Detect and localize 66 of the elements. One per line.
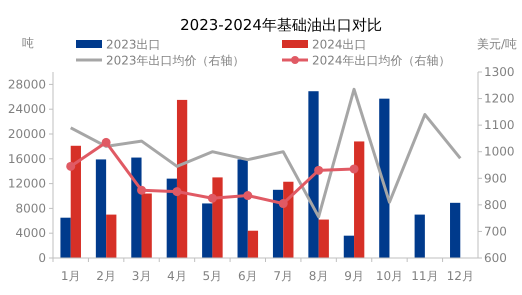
y-tick-label: 24000 bbox=[8, 102, 46, 116]
bar bbox=[202, 203, 212, 258]
y2-tick-label: 1100 bbox=[484, 118, 515, 132]
bar bbox=[131, 158, 142, 258]
point bbox=[208, 194, 217, 203]
y2-tick-label: 600 bbox=[484, 251, 507, 265]
x-tick-label: 9月 bbox=[344, 269, 364, 283]
point bbox=[243, 191, 252, 200]
bar bbox=[96, 159, 106, 258]
y-tick-label: 20000 bbox=[8, 127, 46, 141]
x-tick-label: 8月 bbox=[308, 269, 328, 283]
point bbox=[278, 199, 288, 208]
point bbox=[172, 187, 182, 196]
bar bbox=[176, 100, 188, 258]
line-series bbox=[69, 88, 462, 218]
x-tick-label: 4月 bbox=[167, 269, 187, 283]
y-tick-label: 0 bbox=[38, 251, 46, 265]
y-tick-label: 28000 bbox=[8, 77, 46, 92]
y-tick-label: 12000 bbox=[8, 176, 46, 191]
bar bbox=[379, 98, 390, 258]
x-tick-label: 2月 bbox=[96, 269, 116, 283]
x-tick-label: 11月 bbox=[411, 269, 439, 283]
bar bbox=[272, 190, 284, 258]
y-axis-title: 吨 bbox=[22, 36, 34, 50]
legend-label: 2023出口 bbox=[106, 38, 161, 52]
y-tick-label: 16000 bbox=[8, 152, 46, 166]
bar bbox=[142, 194, 152, 258]
point bbox=[66, 162, 76, 171]
x-tick-label: 12月 bbox=[446, 269, 474, 283]
x-tick-label: 10月 bbox=[376, 269, 404, 283]
y2-axis-title: 美元/吨 bbox=[476, 37, 518, 51]
bar bbox=[248, 230, 258, 258]
x-tick-label: 5月 bbox=[202, 269, 222, 283]
point bbox=[314, 166, 324, 175]
y2-tick-label: 1300 bbox=[484, 65, 515, 79]
bar bbox=[450, 202, 460, 258]
bar bbox=[344, 236, 354, 258]
y-tick-label: 4000 bbox=[15, 226, 46, 240]
bar bbox=[318, 220, 329, 258]
y2-tick-label: 700 bbox=[484, 224, 507, 238]
bar bbox=[308, 91, 319, 258]
bar bbox=[166, 178, 177, 258]
chart-title: 2023-2024年基础油出口对比 bbox=[180, 16, 382, 34]
y2-tick-label: 900 bbox=[484, 171, 507, 186]
legend-label: 2024年出口均价（右轴） bbox=[312, 54, 451, 68]
point bbox=[350, 164, 359, 174]
x-tick-label: 6月 bbox=[238, 269, 258, 283]
y2-tick-label: 1000 bbox=[484, 144, 515, 159]
bar bbox=[212, 177, 223, 258]
y2-tick-label: 800 bbox=[484, 198, 507, 212]
x-tick-label: 3月 bbox=[132, 269, 152, 283]
bar bbox=[70, 146, 81, 258]
bar bbox=[60, 218, 71, 258]
bar bbox=[238, 159, 248, 258]
bar bbox=[354, 141, 364, 258]
y-tick-label: 8000 bbox=[15, 201, 46, 216]
bar bbox=[414, 214, 425, 258]
x-tick-label: 1月 bbox=[60, 269, 81, 283]
legend-label: 2023年出口均价（右轴） bbox=[106, 54, 245, 68]
point bbox=[102, 138, 111, 147]
bar bbox=[106, 214, 116, 258]
y2-tick-label: 1200 bbox=[484, 92, 515, 106]
legend-label: 2024出口 bbox=[312, 38, 367, 52]
point bbox=[137, 186, 146, 195]
bar bbox=[283, 182, 294, 258]
x-tick-label: 7月 bbox=[273, 269, 294, 283]
